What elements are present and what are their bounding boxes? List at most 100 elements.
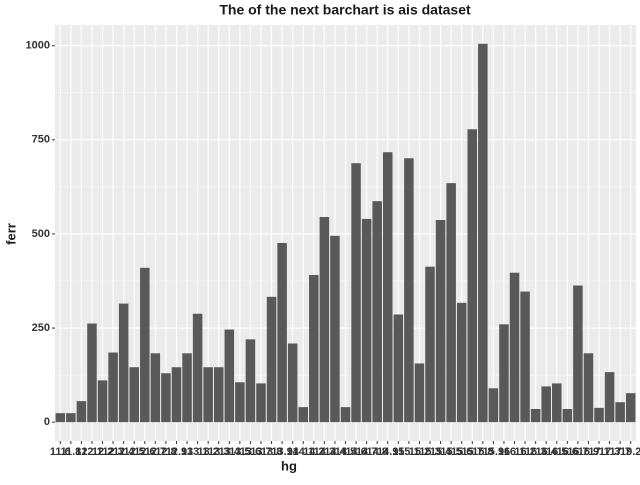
bar xyxy=(361,218,372,423)
bar xyxy=(383,152,393,423)
x-tick-label: 15 xyxy=(392,446,404,458)
x-tick-label: 15.6 xyxy=(451,446,472,458)
bar xyxy=(340,407,351,423)
x-tick-label: 15.9 xyxy=(483,446,504,458)
x-tick-label: 15.5 xyxy=(440,446,461,458)
bar xyxy=(108,352,118,423)
y-tick-label: 250 xyxy=(32,322,50,334)
bar xyxy=(150,353,161,423)
x-tick-label: 14.6 xyxy=(345,446,366,458)
bar xyxy=(97,380,108,423)
bar xyxy=(562,409,573,423)
x-tick-label: 17.3 xyxy=(599,446,620,458)
x-tick-label: 11.6 xyxy=(50,446,71,458)
x-tick-label: 13.9 xyxy=(271,446,292,458)
x-tick-label: 12.3 xyxy=(102,446,123,458)
x-tick-label: 14.3 xyxy=(314,446,335,458)
x-tick-label: 12 xyxy=(75,446,87,458)
x-tick-label: 15.4 xyxy=(430,446,452,458)
bar xyxy=(213,367,224,423)
bar xyxy=(256,383,266,423)
bar xyxy=(573,285,583,423)
x-tick-label: 15.1 xyxy=(398,446,419,458)
bar xyxy=(351,163,361,423)
bar xyxy=(55,413,66,423)
bar xyxy=(520,291,530,423)
x-tick-label: 12.5 xyxy=(124,446,145,458)
x-tick-label: 16.1 xyxy=(504,446,525,458)
bar xyxy=(224,329,235,423)
bar xyxy=(488,388,499,423)
bar xyxy=(414,363,425,423)
bar xyxy=(129,367,139,423)
x-tick-label: 13.5 xyxy=(229,446,250,458)
x-tick-label: 15.2 xyxy=(409,446,430,458)
bar xyxy=(245,339,256,423)
bar xyxy=(182,353,192,423)
bar xyxy=(287,343,298,423)
bar xyxy=(161,373,171,423)
y-tick-label: 750 xyxy=(32,134,50,146)
chart-title: The of the next barchart is ais dataset xyxy=(219,2,471,18)
bar xyxy=(309,274,319,423)
bar xyxy=(404,158,414,423)
x-tick-label: 16.2 xyxy=(514,446,535,458)
bar xyxy=(509,272,520,423)
bar xyxy=(435,220,446,423)
x-tick-label: 17.1 xyxy=(588,446,609,458)
bar xyxy=(140,267,150,423)
bar xyxy=(541,386,551,423)
bar xyxy=(604,372,615,423)
x-tick-label: 15.8 xyxy=(472,446,493,458)
x-tick-label: 12.7 xyxy=(145,446,166,458)
x-tick-label: 16.5 xyxy=(546,446,567,458)
x-tick-label: 16.9 xyxy=(578,446,599,458)
bar xyxy=(499,324,509,423)
x-tick-label: 14.1 xyxy=(293,446,314,458)
x-tick-label: 13.3 xyxy=(208,446,229,458)
bar xyxy=(87,323,97,423)
bar xyxy=(298,407,308,423)
x-tick-label: 14.8 xyxy=(366,446,387,458)
x-tick-label: 16.4 xyxy=(535,446,557,458)
x-tick-label: 14.4 xyxy=(324,446,346,458)
bar xyxy=(583,353,594,423)
x-tick-label: 16 xyxy=(498,446,510,458)
bar xyxy=(467,129,478,423)
x-tick-label: 13.8 xyxy=(261,446,282,458)
bar xyxy=(277,242,287,423)
x-tick-label: 14.2 xyxy=(303,446,324,458)
bar xyxy=(372,201,382,423)
x-tick-label: 12.8 xyxy=(155,446,176,458)
bar xyxy=(552,383,562,423)
x-tick-label: 13.2 xyxy=(197,446,218,458)
bar xyxy=(118,303,129,423)
y-tick-label: 0 xyxy=(44,416,50,428)
bar xyxy=(625,393,636,423)
bar xyxy=(66,413,76,423)
bar xyxy=(478,43,488,423)
bar xyxy=(171,367,182,423)
x-tick-label: 16.7 xyxy=(567,446,588,458)
x-axis-title: hg xyxy=(281,458,297,473)
x-tick-label: 17.7 xyxy=(609,446,630,458)
bar xyxy=(446,183,456,423)
x-tick-label: 14.7 xyxy=(356,446,377,458)
bar xyxy=(76,401,87,423)
x-tick-label: 14.9 xyxy=(377,446,398,458)
x-tick-label: 13.7 xyxy=(250,446,271,458)
y-axis-title: ferr xyxy=(3,223,18,245)
x-tick-label: 16.3 xyxy=(525,446,546,458)
x-tick-label: 13 xyxy=(181,446,193,458)
bar xyxy=(456,302,467,423)
bar xyxy=(235,382,245,423)
y-tick-label: 1000 xyxy=(26,40,50,52)
x-tick-label: 15.3 xyxy=(419,446,440,458)
x-tick-label: 15.7 xyxy=(462,446,483,458)
x-tick-label: 12.6 xyxy=(134,446,155,458)
x-tick-label: 12.4 xyxy=(113,446,135,458)
x-tick-label: 13.1 xyxy=(187,446,208,458)
x-tick-label: 12.9 xyxy=(166,446,187,458)
bar xyxy=(615,402,625,423)
